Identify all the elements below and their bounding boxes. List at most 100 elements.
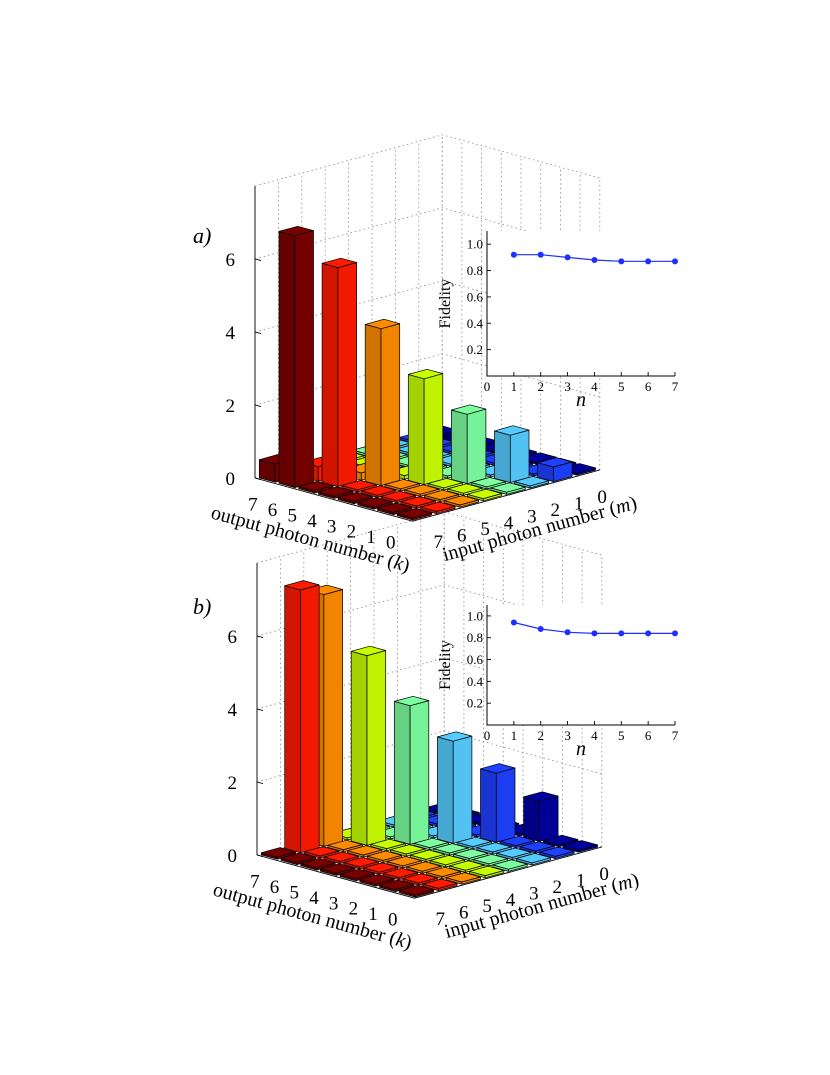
bar-face-top: [384, 479, 420, 490]
floor-tile-m4-k1: [447, 483, 483, 496]
inset-y-tick-label: 0.8: [467, 630, 483, 645]
bar-face-top: [278, 225, 314, 237]
m-tick-label: 0: [597, 487, 607, 508]
floor-tile-m5-k2: [406, 861, 442, 874]
bar-face-top: [370, 838, 406, 849]
z-tick-mark: [256, 708, 264, 712]
bar-face-top: [469, 865, 505, 876]
inset-y-tick-label: 0.4: [467, 316, 484, 331]
k-tick-label: 2: [349, 899, 359, 920]
bar-face-top: [515, 853, 552, 864]
bar-face-top: [523, 791, 559, 802]
m-tick-label: 6: [459, 903, 469, 924]
floor-tile-m3-k0: [492, 859, 528, 872]
floor-tile-m1-k1: [519, 841, 555, 854]
bar-face-top: [425, 866, 462, 877]
bar-face-side: [300, 584, 320, 854]
floor-tile-m4-k1: [449, 860, 485, 873]
bar-face-top: [519, 841, 555, 852]
inset-x-tick-label: 6: [645, 379, 652, 394]
floor-tile-m7-k2: [357, 497, 393, 510]
floor-tile-m5-k5: [347, 845, 383, 858]
bar-face-top: [320, 863, 356, 874]
bar-face-top: [490, 482, 526, 493]
inset-x-axis-title: n: [576, 389, 586, 411]
m-tick-label: 1: [574, 494, 584, 515]
bar-face-top: [361, 485, 397, 496]
floor-tile-m7-k0: [398, 885, 435, 898]
floor-tile-m5-k0: [443, 495, 479, 508]
bar-face-top: [363, 862, 399, 873]
m-tick-label: 3: [527, 506, 537, 527]
bar-m6-k5: [321, 257, 357, 487]
inset-x-tick-label: 0: [484, 728, 491, 743]
floor-tile-m4-k2: [429, 855, 465, 868]
k-tick-label: 4: [307, 511, 317, 532]
bar-face-side: [337, 262, 357, 487]
floor-tile-m5-k1: [425, 866, 462, 880]
floor-tile-m3-k1: [472, 854, 508, 867]
bar-m1-k3: [480, 763, 516, 843]
m-tick-label: 3: [529, 883, 539, 904]
bar-face-top: [402, 873, 438, 884]
fidelity-data-point: [510, 619, 517, 626]
bar-face-top: [364, 318, 401, 330]
k-tick-label: 1: [368, 904, 378, 925]
bar-face-top: [304, 846, 340, 857]
floor-tile-m0-k1: [542, 834, 579, 848]
bar-face-top: [443, 495, 479, 506]
bar-face-side: [539, 795, 559, 842]
bar-face-top: [447, 483, 483, 494]
k-tick-label: 2: [347, 522, 357, 543]
floor-tile-m6-k3: [363, 862, 399, 875]
bar-face-top: [359, 874, 395, 885]
inset-x-tick-label: 7: [672, 728, 679, 743]
bar-face-front: [494, 430, 511, 483]
fidelity-data-point: [672, 258, 678, 265]
floor-tile-m7-k7: [260, 847, 297, 860]
inset-y-axis-title: Fidelity: [437, 640, 454, 690]
k-tick-label: 7: [248, 495, 258, 516]
k-tick-label: 4: [309, 888, 319, 909]
inset-x-tick-label: 3: [564, 728, 571, 743]
floor-tile-m2-k0: [515, 853, 552, 866]
bar-face-top: [480, 763, 516, 774]
floor-tile-m5-k3: [384, 479, 420, 492]
fidelity-data-point: [618, 630, 625, 637]
floor-tile-m6-k2: [382, 867, 419, 881]
bar-face-front: [321, 262, 339, 487]
bar-m2-k1: [494, 425, 530, 483]
bar-face-top: [494, 425, 530, 436]
bar-face-top: [456, 836, 492, 847]
grid-line: [256, 511, 602, 564]
m-tick-label: 5: [480, 519, 490, 540]
z-tick-label: 0: [226, 469, 236, 490]
y-axis-title-var: m: [613, 494, 633, 519]
floor-tile-m5-k1: [423, 489, 460, 503]
bar-face-side: [323, 589, 343, 847]
floor-tile-m1-k2: [499, 835, 536, 849]
inset-y-tick-label: 0.4: [467, 674, 484, 689]
bar-face-top: [327, 839, 363, 850]
floor-tile-m4-k0: [469, 865, 505, 879]
bar-face-top: [377, 502, 413, 513]
inset-y-tick-label: 1.0: [467, 608, 483, 623]
z-tick-mark: [256, 635, 264, 639]
floor-tile-m2-k0: [513, 476, 550, 489]
z-tick-mark: [254, 331, 262, 335]
floor-tile-m7-k2: [359, 874, 395, 887]
bar-face-top: [400, 496, 436, 507]
bar-m6-k7: [284, 580, 320, 854]
inset-y-tick-label: 0.8: [467, 263, 483, 278]
inset-x-axis-title: n: [576, 738, 586, 760]
inset-y-tick-label: 1.0: [467, 237, 483, 252]
bar-face-top: [380, 490, 417, 501]
panel-label: b): [193, 594, 211, 619]
fidelity-data-point: [618, 258, 625, 265]
bar-face-side: [423, 373, 444, 485]
z-tick-mark: [254, 404, 262, 408]
inset-background: [487, 605, 675, 725]
z-tick-label: 2: [226, 396, 236, 417]
